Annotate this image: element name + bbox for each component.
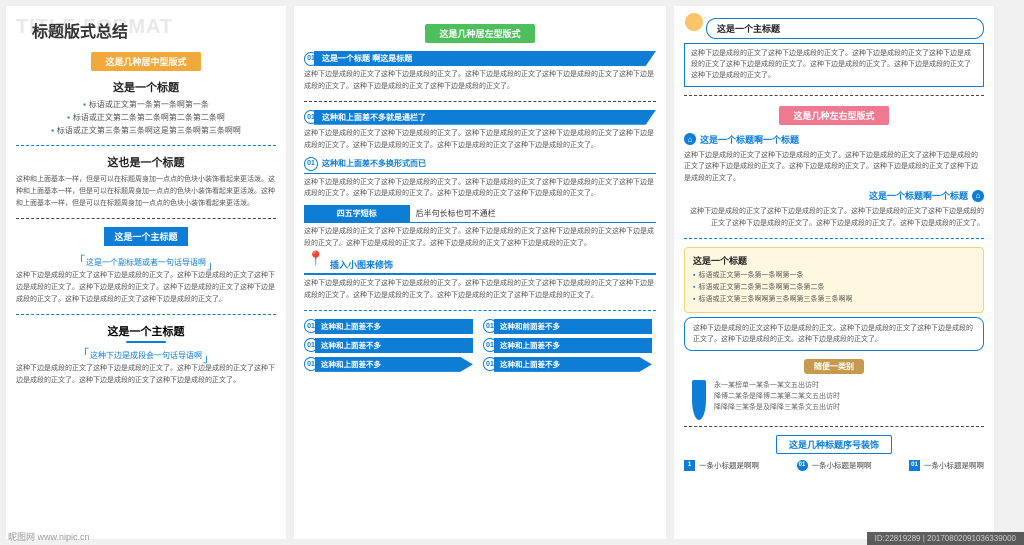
icon-title-left: ⌂ 这是一个标题啊一个标题: [684, 133, 984, 146]
icon-title-text: 这是一个标题啊一个标题: [700, 133, 799, 146]
button-grid: 01这种和上面差不多 01这种和前面差不多 01这种和上面差不多 01这种和上面…: [304, 319, 656, 372]
brown-badge: 随便一类别: [804, 359, 864, 374]
bullet-list: 标语或正文第一条第一条啊第一条 标语或正文第二条第二条啊第二条第二条啊 标语或正…: [16, 99, 276, 137]
rounded-paragraph: 这种下边是成段的正文这种下边是成段的正文。这种下边是成段的正文了这种下边是成段的…: [684, 317, 984, 351]
paragraph: 这种下边是成段的正文了这种下边是成段的正文了。这种下边是成段的正文了这种下边是成…: [684, 206, 984, 230]
underline-title: 这种和上面差不多换形式而已: [322, 158, 426, 169]
rank-marker-icon: [692, 380, 706, 420]
grid-item: 01这种和上面差不多: [304, 357, 473, 372]
seq-label: 一条小标题是啊啊: [699, 460, 759, 471]
cream-line: 标语或正文第三条啊啊第三条啊第三条第三条啊啊: [693, 294, 975, 306]
image-insert-title: 📍 插入小图来修饰: [304, 256, 656, 275]
speech-title: 这是一个主标题: [706, 18, 984, 39]
grid-label: 这种和上面差不多: [494, 338, 652, 353]
cream-title: 这是一个标题: [693, 254, 975, 267]
bullet-item: 标语或正文第三条第三条啊这是第三条啊第三条啊啊: [16, 125, 276, 138]
bar-title: 这是一个标题 啊这是标题: [314, 51, 656, 66]
numbered-bar: 01 这是一个标题 啊这是标题: [304, 51, 656, 66]
icon-title-right: 这是一个标题啊一个标题 ⌂: [684, 189, 984, 202]
section-badge-centered: 这是几种居中型版式: [91, 52, 200, 71]
rank-line: 永一某榜单一某条一某文五出访时: [684, 380, 984, 391]
seq-item: 01 一条小标题是啊啊: [797, 460, 872, 471]
grid-item: 01这种和上面差不多: [304, 319, 473, 334]
grid-label: 这种和上面差不多: [315, 338, 473, 353]
subtitle-bracket: 这种下边是成段会一句话导语啊: [82, 349, 210, 362]
page-title: TITLE FORMAT 标题版式总结: [16, 18, 276, 42]
column-centered-styles: TITLE FORMAT 标题版式总结 这是几种居中型版式 这是一个标题 标语或…: [6, 6, 286, 539]
ghost-title-fg: 标题版式总结: [16, 24, 128, 41]
heading-2: 这也是一个标题: [16, 154, 276, 170]
seq-number: 01: [797, 460, 808, 471]
grid-label: 这种和上面差不多: [494, 357, 652, 372]
grid-item: 01这种和上面差不多: [483, 338, 652, 353]
seq-number: 1: [684, 460, 695, 471]
column-right-styles: 这是一个主标题 这种下边是成段的正文了这种下边是成段的正文了。这种下边是成段的正…: [674, 6, 994, 539]
bullet-item: 标语或正文第二条第二条啊第二条第二条啊: [16, 112, 276, 125]
paragraph: 这种下边是成段的正文了这种下边是成段的正文了。这种下边是成段的正文了这种下边是成…: [16, 363, 276, 387]
avatar-icon: [685, 13, 703, 31]
paragraph: 这种下边是成段的正文了这种下边是成段的正文了。这种下边是成段的正文了这种下边是成…: [304, 226, 656, 250]
seq-label: 一条小标题是啊啊: [812, 460, 872, 471]
home-icon: ⌂: [972, 190, 984, 202]
wave-title: 这是一个主标题: [16, 323, 276, 343]
main-title-pill: 这是一个主标题: [104, 227, 187, 246]
seq-item: 1 一条小标题是啊啊: [684, 460, 759, 471]
paragraph: 这种下边是成段的正文了这种下边是成段的正文了。这种下边是成段的正文了这种下边是成…: [304, 278, 656, 302]
paragraph: 这种下边是成段的正文了这种下边是成段的正文了。这种下边是成段的正文了这种下边是成…: [684, 150, 984, 186]
column-left-styles: 这是几种居左型版式 01 这是一个标题 啊这是标题 这种下边是成段的正文了这种下…: [294, 6, 666, 539]
paragraph: 这种下边是成段的正文了这种下边是成段的正文了。这种下边是成段的正文了这种下边是成…: [304, 69, 656, 93]
signpost-icon: 📍: [307, 250, 324, 267]
rank-line: 降降降三某条是及降降三某条文五出访时: [684, 402, 984, 413]
rank-list: 永一某榜单一某条一某文五出访时 降博二某条是降博二某第二某文五出访时 降降降三某…: [684, 376, 984, 418]
cream-line: 标语或正文第二条第二条啊第二条第二条: [693, 282, 975, 294]
speech-text: 这是一个主标题: [717, 24, 780, 34]
grid-label: 这种和上面差不多: [315, 357, 473, 372]
boxed-para: 这种下边是成段的正文了这种下边是成段的正文了。这种下边是成段的正文了这种下边是成…: [684, 43, 984, 87]
grid-item: 01这种和上面差不多: [483, 357, 652, 372]
footer-id: ID:22819289 | 20170802091036339000: [867, 532, 1024, 545]
grid-item: 01这种和上面差不多: [304, 338, 473, 353]
cream-box: 这是一个标题 标语或正文第一条第一条啊第一条 标语或正文第二条第二条啊第二条第二…: [684, 247, 984, 313]
section-badge-lr: 这是几种左右型版式: [779, 106, 888, 125]
grid-label: 这种和前面差不多: [494, 319, 652, 334]
insert-title: 插入小图来修饰: [304, 256, 656, 275]
rank-line: 降博二某条是降博二某第二某文五出访时: [684, 391, 984, 402]
icon-title-text: 这是一个标题啊一个标题: [869, 189, 968, 202]
bullet-item: 标语或正文第一条第一条啊第一条: [16, 99, 276, 112]
home-icon: ⌂: [684, 133, 696, 145]
watermark-text: 昵图网 www.nipic.cn: [8, 530, 90, 543]
heading-1: 这是一个标题: [16, 79, 276, 95]
seq-number: 01: [909, 460, 920, 471]
section-badge-seq: 这是几种标题序号装饰: [776, 435, 892, 454]
bar-title: 这种和上面差不多就是通栏了: [314, 110, 656, 125]
subtitle-bracket: 这是一个副标题或者一句话导语啊: [78, 256, 214, 269]
paragraph: 这种下边是成段的正文了这种下边是成段的正文了。这种下边是成段的正文了这种下边是成…: [16, 270, 276, 306]
paragraph: 这种下边是成段的正文了这种下边是成段的正文了。这种下边是成段的正文了这种下边是成…: [304, 128, 656, 152]
paragraph: 这种下边是成段的正文了这种下边是成段的正文了。这种下边是成段的正文了这种下边是成…: [304, 177, 656, 201]
seq-item: 01 一条小标题是啊啊: [909, 460, 984, 471]
numbered-underline: 01 这种和上面差不多换形式而已: [304, 157, 656, 174]
number-circle: 01: [304, 157, 318, 171]
grid-item: 01这种和前面差不多: [483, 319, 652, 334]
grid-label: 这种和上面差不多: [315, 319, 473, 334]
section-badge-left: 这是几种居左型版式: [425, 24, 534, 43]
split-left: 四五字短标: [304, 205, 410, 223]
seq-label: 一条小标题是啊啊: [924, 460, 984, 471]
cream-line: 标语或正文第一条第一条啊第一条: [693, 270, 975, 282]
numbered-bar: 01 这种和上面差不多就是通栏了: [304, 110, 656, 125]
paragraph: 这种和上面基本一样，但是可以在标题周身加一点点的色块小装饰看起来更活泼。这种和上…: [16, 174, 276, 210]
split-right: 后半句长标也可不通栏: [410, 205, 656, 223]
split-title-row: 四五字短标 后半句长标也可不通栏: [304, 205, 656, 223]
